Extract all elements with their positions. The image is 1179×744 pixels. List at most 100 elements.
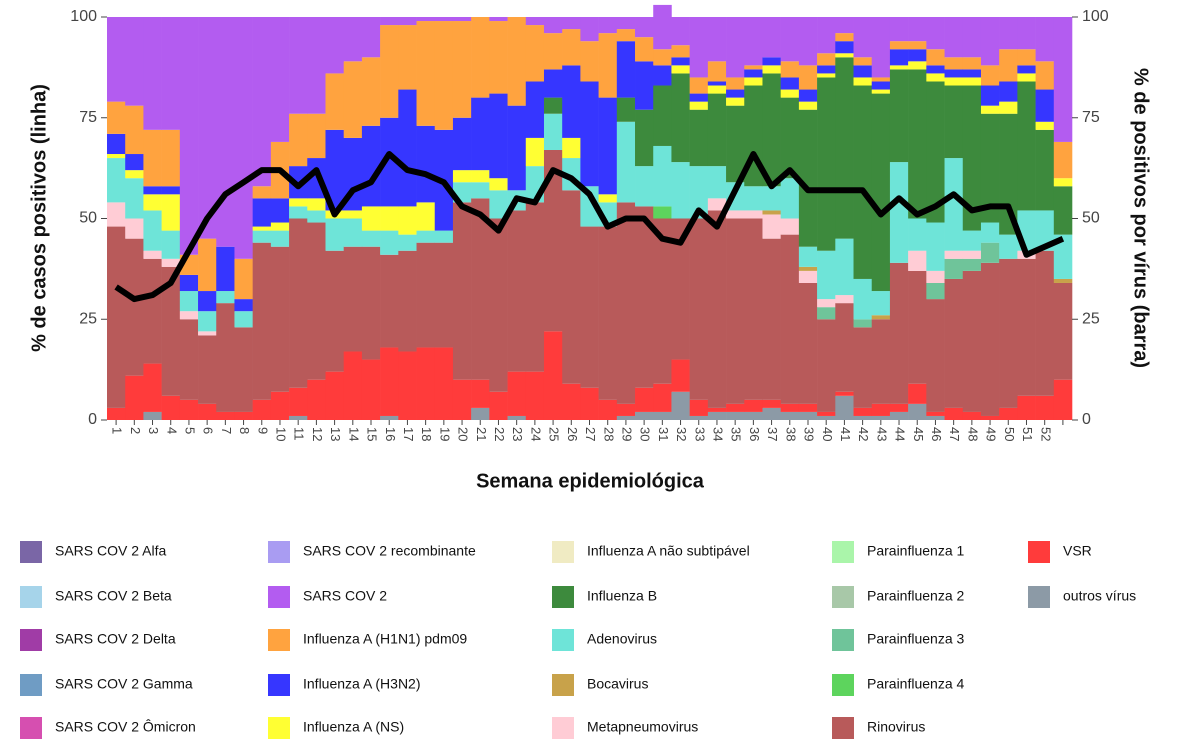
bar-segment	[616, 29, 636, 42]
bar-segment	[908, 61, 927, 70]
bar-segment	[252, 230, 272, 243]
y-tick-label: 50	[79, 210, 97, 227]
x-tick-label: 7	[219, 427, 234, 434]
bar-segment	[198, 238, 217, 292]
bar-segment	[198, 291, 217, 312]
bar-segment	[507, 105, 527, 191]
x-tick-label: 37	[765, 427, 780, 441]
legend-swatch	[832, 541, 854, 563]
bar-segment	[671, 45, 690, 58]
bar-segment	[143, 411, 162, 420]
bar-segment	[926, 49, 945, 66]
bar-segment	[471, 407, 490, 420]
bar-segment	[580, 41, 599, 82]
bar-segment	[871, 93, 891, 292]
bar-segment	[999, 81, 1018, 102]
y2-axis-title: % de positivos por vírus (barra)	[1130, 68, 1152, 368]
bar-segment	[416, 125, 436, 203]
bar-segment	[471, 170, 490, 183]
bar-segment	[452, 117, 472, 171]
bar-segment	[179, 291, 199, 312]
bar-segment	[161, 258, 181, 267]
bar-segment	[234, 299, 253, 312]
bar-segment	[999, 17, 1018, 50]
legend-label: Rinovirus	[867, 719, 925, 735]
bar-segment	[962, 69, 982, 78]
x-tick-label: 2	[128, 427, 143, 434]
bar-segment	[671, 359, 690, 392]
bar-segment	[1035, 17, 1055, 62]
bar-segment	[452, 170, 472, 183]
x-tick-label: 22	[492, 427, 507, 441]
bar-segment	[889, 49, 909, 66]
bar-segment	[125, 375, 144, 420]
bar-segment	[817, 307, 836, 320]
bar-segment	[289, 206, 308, 219]
bar-segment	[980, 262, 1000, 416]
x-tick-label: 1	[110, 427, 125, 434]
legend-label: Parainfluenza 4	[867, 676, 965, 692]
bar-segment	[889, 162, 909, 263]
bar-segment	[1017, 258, 1036, 396]
x-tick-label: 23	[510, 427, 525, 441]
legend-swatch	[20, 674, 42, 696]
bar-segment	[908, 218, 927, 251]
bar-segment	[543, 33, 563, 70]
bar-segment	[380, 230, 399, 255]
x-tick-label: 33	[692, 427, 707, 441]
bar-segment	[762, 57, 781, 66]
bar-segment	[270, 246, 290, 392]
x-tick-label: 29	[619, 427, 634, 441]
y2-tick-label: 100	[1082, 8, 1109, 25]
bar-segment	[671, 73, 690, 163]
bar-segment	[926, 299, 945, 412]
bar-segment	[543, 331, 563, 420]
bar-segment	[452, 202, 472, 380]
bar-segment	[543, 113, 563, 150]
bar-segment	[707, 85, 727, 94]
legend-swatch	[268, 629, 290, 651]
bar-segment	[653, 383, 672, 412]
bar-segment	[289, 17, 308, 114]
bar-segment	[198, 17, 217, 239]
bar-segment	[689, 17, 709, 78]
bar-segment	[762, 399, 781, 408]
bar-segment	[107, 133, 126, 155]
bar-segment	[598, 33, 618, 98]
bar-segment	[908, 383, 927, 404]
bar-segment	[525, 371, 545, 420]
bar-segment	[671, 57, 690, 66]
bar-segment	[835, 238, 854, 296]
bar-segment	[161, 129, 181, 187]
legend-swatch	[268, 586, 290, 608]
bar-segment	[234, 258, 253, 300]
bar-segment	[980, 113, 1000, 223]
bar-segment	[325, 17, 344, 74]
bar-segment	[107, 101, 126, 134]
x-tick-label: 11	[292, 427, 307, 441]
bar-segment	[707, 81, 727, 86]
bar-segment	[598, 399, 618, 420]
bar-segment	[762, 17, 781, 58]
bar-segment	[744, 65, 763, 70]
legend-swatch	[268, 541, 290, 563]
bar-segment	[216, 246, 235, 292]
bar-segment	[780, 234, 800, 404]
bar-segment	[525, 202, 545, 372]
bar-segment	[307, 379, 326, 420]
bar-segment	[252, 242, 272, 400]
bar-segment	[398, 234, 417, 251]
bar-segment	[616, 41, 636, 98]
bar-segment	[944, 278, 964, 408]
bar-segment	[744, 69, 763, 78]
bar-segment	[1035, 121, 1055, 130]
bar-segment	[707, 93, 727, 167]
legend-label: SARS COV 2 Delta	[55, 631, 176, 647]
bar-segment	[817, 65, 836, 74]
bar-segment	[762, 214, 781, 239]
bar-segment	[234, 17, 253, 259]
y2-tick-label: 25	[1082, 310, 1100, 327]
bar-segment	[507, 210, 527, 372]
bar-segment	[161, 395, 181, 420]
x-tick-label: 20	[456, 427, 471, 441]
